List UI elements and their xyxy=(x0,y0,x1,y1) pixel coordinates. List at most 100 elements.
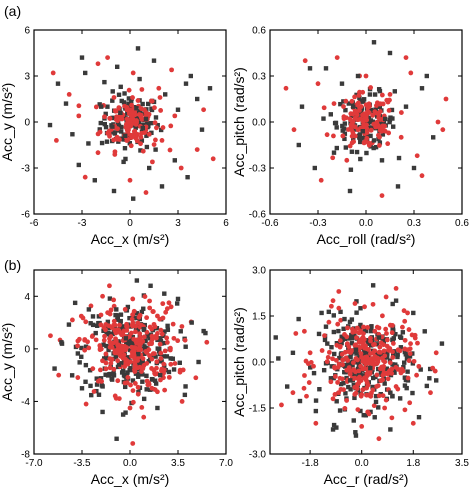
data-point xyxy=(123,133,128,138)
point-circle xyxy=(409,332,415,338)
y-tick-label: 6 xyxy=(24,26,30,37)
point-circle xyxy=(352,301,358,306)
point-circle xyxy=(370,112,376,118)
point-square xyxy=(342,121,348,126)
point-circle xyxy=(381,370,387,376)
point-square xyxy=(390,327,395,332)
scatter-plot-1: -6 -3 0 3 6 6 3 0 -3 -6 Acc_x (m/s²) Acc_y (m/s²) xyxy=(0,26,229,248)
point-square xyxy=(143,338,148,344)
data-point xyxy=(137,76,142,82)
point-circle xyxy=(131,345,137,350)
data-point xyxy=(131,196,136,201)
data-point xyxy=(359,424,365,429)
point-circle xyxy=(368,127,374,133)
data-point xyxy=(83,401,89,407)
point-circle xyxy=(93,337,99,343)
point-square xyxy=(348,167,354,172)
data-point xyxy=(331,150,337,155)
point-circle xyxy=(360,359,366,364)
y-tick-label: 0.0 xyxy=(252,358,266,369)
point-circle xyxy=(144,315,150,321)
point-circle xyxy=(414,372,419,378)
point-circle xyxy=(147,298,152,304)
point-square xyxy=(98,376,104,381)
point-circle xyxy=(398,370,404,376)
point-circle xyxy=(137,331,143,337)
data-point xyxy=(159,138,165,143)
point-square xyxy=(119,98,124,104)
point-square xyxy=(94,376,99,381)
point-square xyxy=(404,356,410,361)
point-square xyxy=(338,309,343,315)
point-circle xyxy=(166,300,172,306)
point-square xyxy=(351,418,356,423)
point-square xyxy=(390,393,395,399)
point-circle xyxy=(366,360,372,366)
data-point xyxy=(138,115,144,120)
point-circle xyxy=(132,369,138,374)
data-point xyxy=(110,124,115,129)
point-square xyxy=(128,367,134,373)
point-circle xyxy=(384,331,389,336)
point-square xyxy=(139,138,145,143)
point-circle xyxy=(168,361,174,367)
point-circle xyxy=(395,347,401,353)
point-circle xyxy=(86,345,92,351)
x-tick-label: 0.6 xyxy=(455,218,469,229)
point-circle xyxy=(114,327,120,333)
y-tick-label: -0.3 xyxy=(249,164,267,175)
point-circle xyxy=(150,309,156,314)
point-circle xyxy=(166,374,172,380)
point-circle xyxy=(328,303,334,309)
point-square xyxy=(390,124,396,129)
point-square xyxy=(183,384,188,389)
point-square xyxy=(313,398,319,403)
data-point xyxy=(290,390,296,396)
y-tick-label: -8 xyxy=(21,450,30,461)
point-circle xyxy=(175,338,181,344)
point-circle xyxy=(103,322,109,327)
point-circle xyxy=(154,125,159,131)
point-square xyxy=(395,354,400,360)
point-square xyxy=(363,349,368,354)
data-point xyxy=(330,427,336,432)
point-circle xyxy=(161,361,167,367)
point-circle xyxy=(152,120,158,126)
point-circle xyxy=(141,334,147,340)
point-circle xyxy=(344,367,350,373)
point-circle xyxy=(358,351,364,356)
point-circle xyxy=(376,349,382,355)
point-square xyxy=(393,331,398,337)
point-circle xyxy=(139,130,145,136)
data-point xyxy=(410,420,416,426)
point-square xyxy=(137,109,143,114)
point-square xyxy=(99,383,105,388)
point-circle xyxy=(352,384,358,390)
point-square xyxy=(104,139,110,144)
point-circle xyxy=(358,104,364,109)
point-circle xyxy=(162,387,168,393)
point-square xyxy=(356,355,362,361)
data-point xyxy=(395,184,401,189)
point-square xyxy=(384,366,390,371)
data-point xyxy=(83,70,88,76)
point-square xyxy=(340,123,345,129)
data-point xyxy=(379,193,385,199)
point-square xyxy=(136,374,141,379)
y-tick-label: 0.0 xyxy=(252,118,266,129)
data-point xyxy=(392,89,397,94)
x-tick-label: -6 xyxy=(30,218,39,229)
point-square xyxy=(396,155,402,161)
data-point xyxy=(193,375,199,381)
x-axis-label: Acc_x (m/s²) xyxy=(91,231,170,247)
point-square xyxy=(349,332,354,338)
data-point xyxy=(79,55,85,60)
point-circle xyxy=(355,407,361,412)
point-square xyxy=(96,314,102,319)
data-point xyxy=(116,362,122,367)
point-square xyxy=(357,95,362,100)
data-point xyxy=(387,50,393,56)
data-point xyxy=(339,81,345,86)
data-point xyxy=(143,190,149,195)
data-point xyxy=(348,378,353,383)
